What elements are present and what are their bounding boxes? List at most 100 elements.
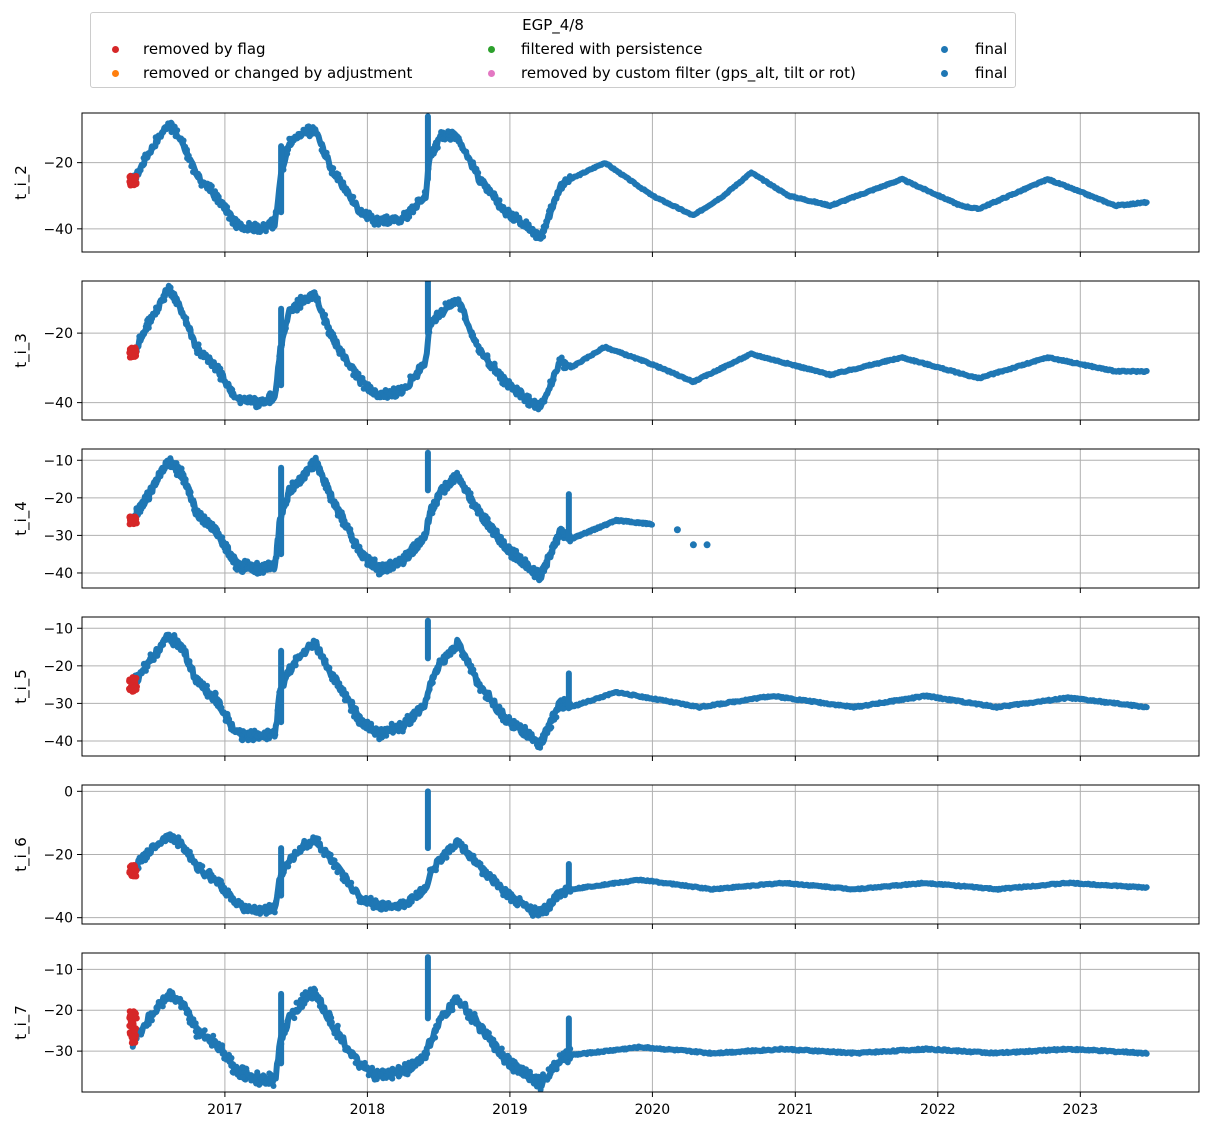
data-point	[405, 902, 412, 908]
data-point	[323, 153, 330, 160]
data-point	[342, 522, 349, 529]
data-point	[352, 705, 359, 712]
data-point	[496, 197, 503, 204]
data-point	[463, 148, 470, 155]
data-point	[271, 222, 278, 229]
data-point	[400, 721, 407, 728]
data-point	[271, 558, 278, 565]
data-point	[208, 877, 214, 884]
data-point	[401, 209, 407, 216]
y-tick-label: −20	[43, 848, 73, 864]
data-point	[218, 1043, 225, 1050]
data-point	[349, 698, 356, 705]
y-tick-label: −20	[43, 1003, 73, 1019]
data-point	[533, 235, 539, 242]
data-point	[501, 1059, 508, 1066]
flagged-point	[127, 516, 134, 523]
data-point	[267, 1079, 274, 1086]
data-point	[180, 1000, 187, 1007]
data-point	[271, 391, 278, 398]
series-final-line	[129, 119, 1150, 242]
data-point	[229, 1069, 236, 1075]
data-point	[549, 711, 556, 718]
data-point	[269, 398, 276, 404]
panel-t_i_7: −10 −20 −30 t_i_7	[12, 952, 1200, 1097]
data-point	[138, 1031, 145, 1038]
data-point	[535, 912, 542, 918]
data-point	[246, 730, 252, 737]
data-point	[444, 485, 451, 492]
data-point	[386, 567, 393, 573]
data-point	[355, 893, 362, 900]
data-point	[141, 496, 148, 502]
data-point	[289, 479, 296, 486]
data-point	[322, 849, 329, 856]
data-point	[286, 1013, 293, 1020]
data-point	[378, 217, 385, 224]
data-point	[561, 889, 568, 896]
data-point	[436, 657, 443, 664]
data-point	[395, 905, 402, 912]
data-point	[424, 525, 430, 532]
axes-frame	[81, 112, 1200, 253]
data-point	[384, 221, 391, 227]
data-point	[207, 525, 214, 532]
data-point	[194, 866, 201, 872]
data-point	[288, 489, 295, 496]
data-point	[421, 535, 428, 542]
panel-t_i_6: 0 −20 −40 t_i_6	[12, 784, 1200, 929]
data-point	[536, 577, 543, 584]
data-point	[162, 461, 169, 468]
data-point	[321, 479, 328, 486]
y-tick-label: −40	[43, 222, 73, 238]
data-point	[465, 853, 472, 860]
data-point	[398, 390, 405, 397]
data-point	[347, 526, 354, 533]
data-point	[245, 737, 252, 744]
data-point	[314, 295, 321, 302]
flagged-point	[128, 1039, 136, 1047]
data-point	[545, 1066, 552, 1073]
data-point	[489, 1038, 496, 1045]
x-tick-label-2019: 2019	[492, 1102, 528, 1118]
y-tick-label: −30	[43, 696, 73, 712]
data-point	[527, 903, 534, 910]
data-point	[438, 129, 445, 135]
data-point	[371, 556, 378, 563]
flagged-point	[130, 676, 137, 683]
data-point	[562, 176, 569, 183]
data-point	[479, 1026, 486, 1033]
axes-frame	[81, 616, 1200, 757]
data-point	[348, 532, 355, 538]
data-point	[560, 1050, 567, 1057]
data-point	[537, 736, 544, 743]
data-point	[177, 471, 184, 478]
data-point	[354, 371, 361, 378]
data-point	[443, 854, 450, 861]
data-point	[136, 333, 143, 340]
data-point	[292, 654, 299, 661]
data-point	[167, 464, 174, 471]
legend-label-removed-by-flag: removed by flag	[143, 40, 266, 58]
data-point	[508, 898, 514, 905]
data-point	[327, 333, 334, 340]
data-point	[154, 309, 161, 316]
data-point	[217, 883, 224, 890]
data-point	[326, 1010, 333, 1017]
data-point	[475, 169, 482, 176]
data-point	[484, 353, 491, 360]
data-point	[432, 139, 439, 146]
y-tick-label: −20	[43, 491, 73, 507]
axes-frame	[81, 952, 1200, 1093]
data-point	[397, 898, 404, 905]
data-point	[441, 849, 448, 855]
data-point	[490, 195, 497, 202]
data-point	[422, 191, 429, 198]
data-point	[257, 732, 264, 739]
flagged-point	[127, 1018, 135, 1026]
data-point	[404, 551, 411, 558]
data-point	[467, 490, 474, 497]
data-point	[340, 183, 347, 190]
data-point	[140, 155, 147, 161]
y-tick-label: −20	[43, 659, 73, 675]
